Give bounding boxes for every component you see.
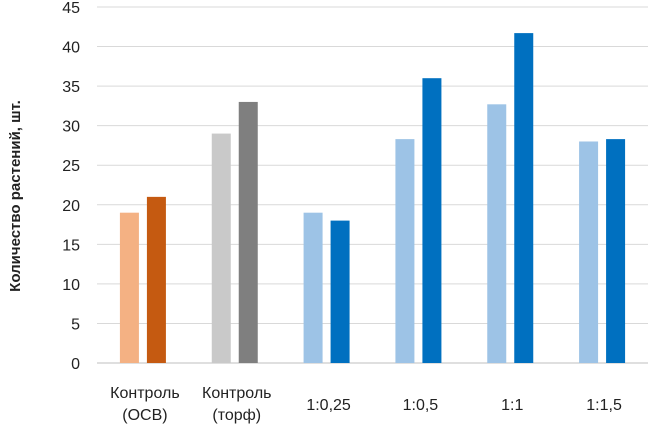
bar [514,33,534,364]
y-tick-label: 15 [62,237,80,254]
y-axis-label: Количество растений, шт. [7,100,24,292]
bars [119,33,626,364]
y-tick-label: 45 [62,0,80,17]
bar [211,133,231,363]
y-tick-label: 25 [62,158,80,175]
bar [119,212,139,363]
y-tick-label: 10 [62,277,80,294]
x-tick-label: 1:1,5 [586,397,622,414]
bar [579,141,599,363]
y-tick-label: 40 [62,40,80,57]
bar [422,78,442,363]
y-tick-label: 5 [71,316,80,333]
x-tick-label: 1:1 [501,397,523,414]
y-tick-label: 35 [62,79,80,96]
gridlines [97,6,648,364]
bar [487,104,507,363]
x-tick-label: Контроль (торф) [202,385,272,424]
y-tick-label: 0 [71,356,80,373]
bar [303,212,323,363]
bar [606,139,626,363]
x-tick-labels: Контроль (ОСВ) Контроль (торф) 1:0,25 1:0,5 1:… [110,385,622,424]
bar [330,220,350,363]
x-tick-label: 1:0,25 [306,397,351,414]
x-tick-label: Контроль (ОСВ) [110,385,180,424]
bar [395,139,415,363]
y-tick-label: 20 [62,198,80,215]
y-tick-labels: 0 5 10 15 20 25 30 35 40 45 [62,0,80,373]
y-tick-label: 30 [62,119,80,136]
x-tick-label: 1:0,5 [403,397,439,414]
bar [146,196,166,363]
bar [238,101,258,363]
